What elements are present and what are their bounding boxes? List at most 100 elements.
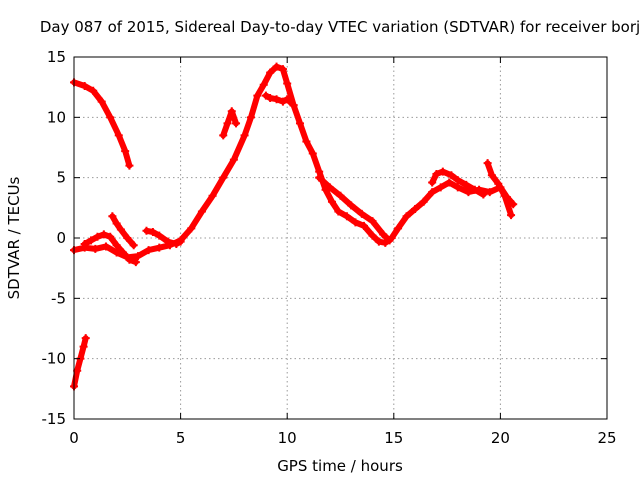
data-point (507, 211, 516, 220)
data-series (70, 62, 518, 391)
data-point (227, 107, 236, 116)
data-point (155, 243, 164, 252)
data-point (283, 79, 292, 88)
data-point (347, 201, 356, 210)
data-point (129, 241, 138, 250)
series-upper-branch (261, 91, 298, 110)
data-point (342, 212, 351, 221)
data-point (432, 170, 441, 179)
data-point (223, 119, 232, 128)
data-point (172, 240, 181, 249)
chart-title: Day 087 of 2015, Sidereal Day-to-day VTE… (40, 18, 640, 36)
data-point (89, 86, 98, 95)
data-point (453, 183, 462, 192)
grid-lines (74, 57, 607, 419)
data-point (315, 173, 324, 182)
data-point (302, 137, 311, 146)
data-point (266, 94, 275, 103)
series-negative-start (70, 334, 90, 391)
data-point (142, 226, 151, 235)
data-point (266, 68, 275, 77)
data-point (359, 221, 368, 230)
data-point (453, 176, 462, 185)
data-point (187, 224, 196, 233)
data-point (327, 197, 336, 206)
series-line (316, 174, 393, 244)
data-point (394, 224, 403, 233)
data-point (494, 179, 503, 188)
series-evening-hump (428, 167, 488, 199)
data-point (240, 131, 249, 140)
series-loop-early-upper (108, 212, 138, 250)
data-point (80, 240, 89, 249)
data-point (374, 237, 383, 246)
data-point (436, 183, 445, 192)
y-tick-label: 10 (47, 108, 66, 126)
data-point (336, 191, 345, 200)
data-point (106, 232, 115, 241)
x-tick-label: 0 (69, 429, 79, 447)
data-point (163, 237, 172, 246)
data-point (483, 159, 492, 168)
data-point (447, 171, 456, 180)
data-point (108, 212, 117, 221)
data-point (112, 219, 121, 228)
x-tick-label: 5 (176, 429, 186, 447)
data-point (428, 188, 437, 197)
data-point (308, 149, 317, 158)
y-tick-label: -15 (42, 410, 67, 428)
data-point (272, 95, 281, 104)
data-point (219, 173, 228, 182)
series-decline-early (70, 78, 134, 170)
data-point (259, 80, 268, 89)
data-point (325, 183, 334, 192)
x-axis-label: GPS time / hours (277, 457, 403, 475)
data-point (283, 95, 292, 104)
data-point (500, 191, 509, 200)
data-point (357, 209, 366, 218)
x-tick-label: 10 (278, 429, 297, 447)
data-point (123, 234, 132, 242)
tick-labels: 0 5 10 15 20 25 -15 -10 -5 0 5 10 15 (42, 48, 617, 447)
x-tick-label: 25 (597, 429, 616, 447)
data-point (470, 185, 479, 194)
data-point (125, 255, 134, 264)
axis-ticks (73, 56, 608, 420)
data-point (101, 242, 110, 251)
y-tick-label: 15 (47, 48, 66, 66)
data-point (197, 207, 206, 216)
data-point (148, 227, 157, 236)
data-point (479, 190, 488, 199)
x-tick-label: 15 (384, 429, 403, 447)
data-point (487, 171, 496, 180)
data-point (368, 231, 377, 240)
series-line (71, 79, 133, 169)
y-tick-label: 0 (56, 229, 66, 247)
data-point (289, 101, 298, 110)
data-point (462, 180, 471, 189)
data-point (438, 167, 447, 176)
data-point (121, 147, 130, 156)
data-point (176, 237, 185, 246)
data-point (119, 248, 128, 257)
data-point (133, 252, 142, 261)
data-point (351, 218, 360, 227)
data-point (379, 230, 388, 239)
data-point (428, 178, 437, 187)
x-tick-label: 20 (491, 429, 510, 447)
series-line (71, 63, 517, 261)
data-point (485, 188, 494, 197)
data-point (278, 65, 287, 74)
data-point (91, 244, 100, 253)
data-point (368, 217, 377, 226)
data-point (334, 207, 343, 216)
data-point (295, 119, 304, 128)
series-shoulder-branch (219, 107, 241, 140)
series-line (220, 108, 239, 139)
data-point (99, 230, 108, 239)
data-point (445, 178, 454, 187)
data-point (155, 231, 164, 240)
data-point (131, 258, 140, 267)
series-plateau-branch (142, 226, 185, 249)
